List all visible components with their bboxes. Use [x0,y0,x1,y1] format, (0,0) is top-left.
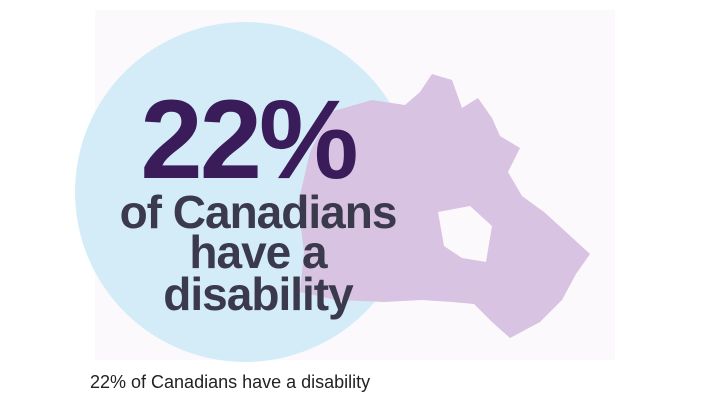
text-line: have a [189,226,328,278]
canada-map [298,74,590,338]
headline: 22% [140,77,356,202]
text-line: disability [163,268,354,320]
caption: 22% of Canadians have a disability [90,372,371,392]
text-line: of Canadians [120,186,397,238]
infographic: 22% of Canadians have a disability [75,22,590,362]
